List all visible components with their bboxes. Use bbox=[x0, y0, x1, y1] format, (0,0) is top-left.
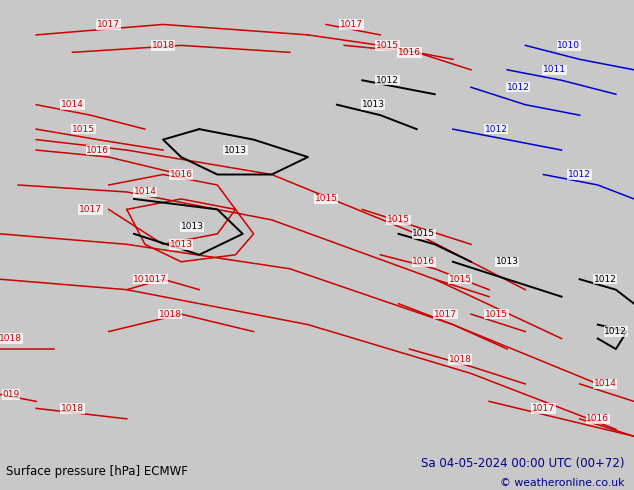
Text: 1014: 1014 bbox=[593, 379, 616, 389]
Text: 1012: 1012 bbox=[507, 83, 529, 92]
Text: 1015: 1015 bbox=[412, 229, 436, 238]
Text: 1016: 1016 bbox=[86, 146, 109, 154]
Text: 1015: 1015 bbox=[376, 41, 399, 50]
Text: 1010: 1010 bbox=[557, 41, 580, 50]
Text: 1015: 1015 bbox=[72, 124, 95, 134]
Text: 1016: 1016 bbox=[170, 170, 193, 179]
Text: 1015: 1015 bbox=[314, 195, 337, 203]
Text: 1013: 1013 bbox=[170, 240, 193, 249]
Text: 1014: 1014 bbox=[134, 188, 157, 196]
Text: Surface pressure [hPa] ECMWF: Surface pressure [hPa] ECMWF bbox=[6, 465, 188, 478]
Text: 1013: 1013 bbox=[224, 146, 247, 154]
Text: 1018: 1018 bbox=[158, 310, 182, 318]
Text: 1012: 1012 bbox=[593, 275, 616, 284]
Text: 1017: 1017 bbox=[97, 20, 120, 29]
Text: 1017: 1017 bbox=[79, 205, 102, 214]
Text: 1017: 1017 bbox=[145, 275, 167, 284]
Text: 1012: 1012 bbox=[485, 124, 508, 134]
Text: 1016: 1016 bbox=[412, 257, 436, 266]
Text: 1018: 1018 bbox=[61, 404, 84, 413]
Text: 1016: 1016 bbox=[586, 415, 609, 423]
Text: 1018: 1018 bbox=[0, 334, 22, 343]
Text: 1017: 1017 bbox=[434, 310, 457, 318]
Text: Sa 04-05-2024 00:00 UTC (00+72): Sa 04-05-2024 00:00 UTC (00+72) bbox=[421, 457, 624, 470]
Text: © weatheronline.co.uk: © weatheronline.co.uk bbox=[500, 478, 624, 489]
Text: 1018: 1018 bbox=[449, 355, 472, 364]
Text: 1012: 1012 bbox=[568, 170, 591, 179]
Text: 1018: 1018 bbox=[152, 41, 174, 50]
Text: 1013: 1013 bbox=[496, 257, 519, 266]
Text: 1012: 1012 bbox=[604, 327, 627, 336]
Text: 1018: 1018 bbox=[133, 275, 157, 284]
Text: 1016: 1016 bbox=[398, 48, 421, 57]
Text: 019: 019 bbox=[3, 390, 20, 399]
Text: 1013: 1013 bbox=[181, 222, 204, 231]
Text: 1017: 1017 bbox=[532, 404, 555, 413]
Text: 1014: 1014 bbox=[61, 100, 84, 109]
Text: 1013: 1013 bbox=[361, 100, 385, 109]
Text: 1015: 1015 bbox=[449, 275, 472, 284]
Text: 1017: 1017 bbox=[340, 20, 363, 29]
Text: 1015: 1015 bbox=[387, 216, 410, 224]
Text: 1015: 1015 bbox=[485, 310, 508, 318]
Text: 1012: 1012 bbox=[376, 76, 399, 85]
Text: 1011: 1011 bbox=[543, 65, 566, 74]
